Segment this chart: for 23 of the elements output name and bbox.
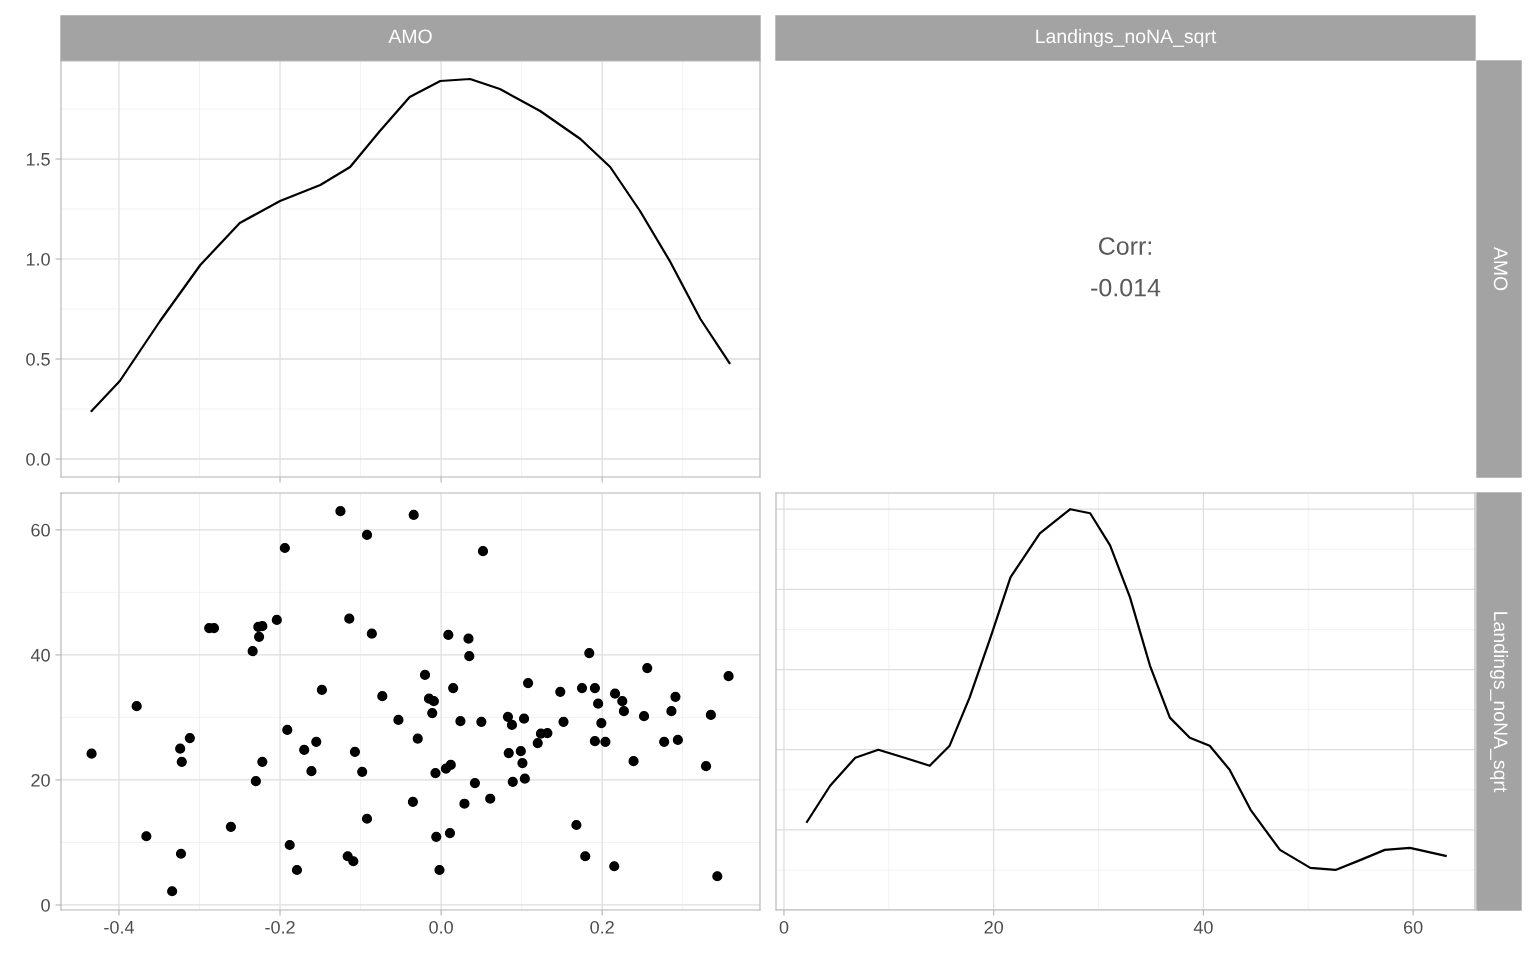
y-tick-label: 20 <box>31 773 50 787</box>
y2-axis-title: Landings_noNA_sqrt <box>1489 612 1509 793</box>
x-tick-label: 20 <box>984 920 1004 934</box>
text: Corr: <box>1098 237 1151 255</box>
x-tick-label: 0.2 <box>590 920 614 934</box>
y-tick-label: 1.5 <box>26 153 50 166</box>
text: Landings_noNA_sqrt <box>1036 28 1217 48</box>
line-series <box>90 77 731 413</box>
text: AMO <box>1493 246 1508 291</box>
y-tick-label: 0.0 <box>26 452 50 466</box>
x-tick-label: 60 <box>1404 920 1423 934</box>
y-tick-label: 40 <box>30 648 50 662</box>
y-tick-label: 0.5 <box>26 352 50 366</box>
x-tick-label: -0.4 <box>104 920 135 934</box>
x-tick-label: 0.0 <box>429 920 453 934</box>
y-tick-label: 60 <box>31 523 50 537</box>
chart-title: AMO <box>388 29 432 44</box>
y-tick-label: 0 <box>41 898 50 912</box>
text: -0.014 <box>1091 278 1161 297</box>
y-tick-label: 1.0 <box>26 252 50 266</box>
x-tick-label: 40 <box>1193 920 1213 934</box>
x-tick-label: -0.2 <box>265 920 295 934</box>
x-tick-label: 0 <box>779 920 789 934</box>
